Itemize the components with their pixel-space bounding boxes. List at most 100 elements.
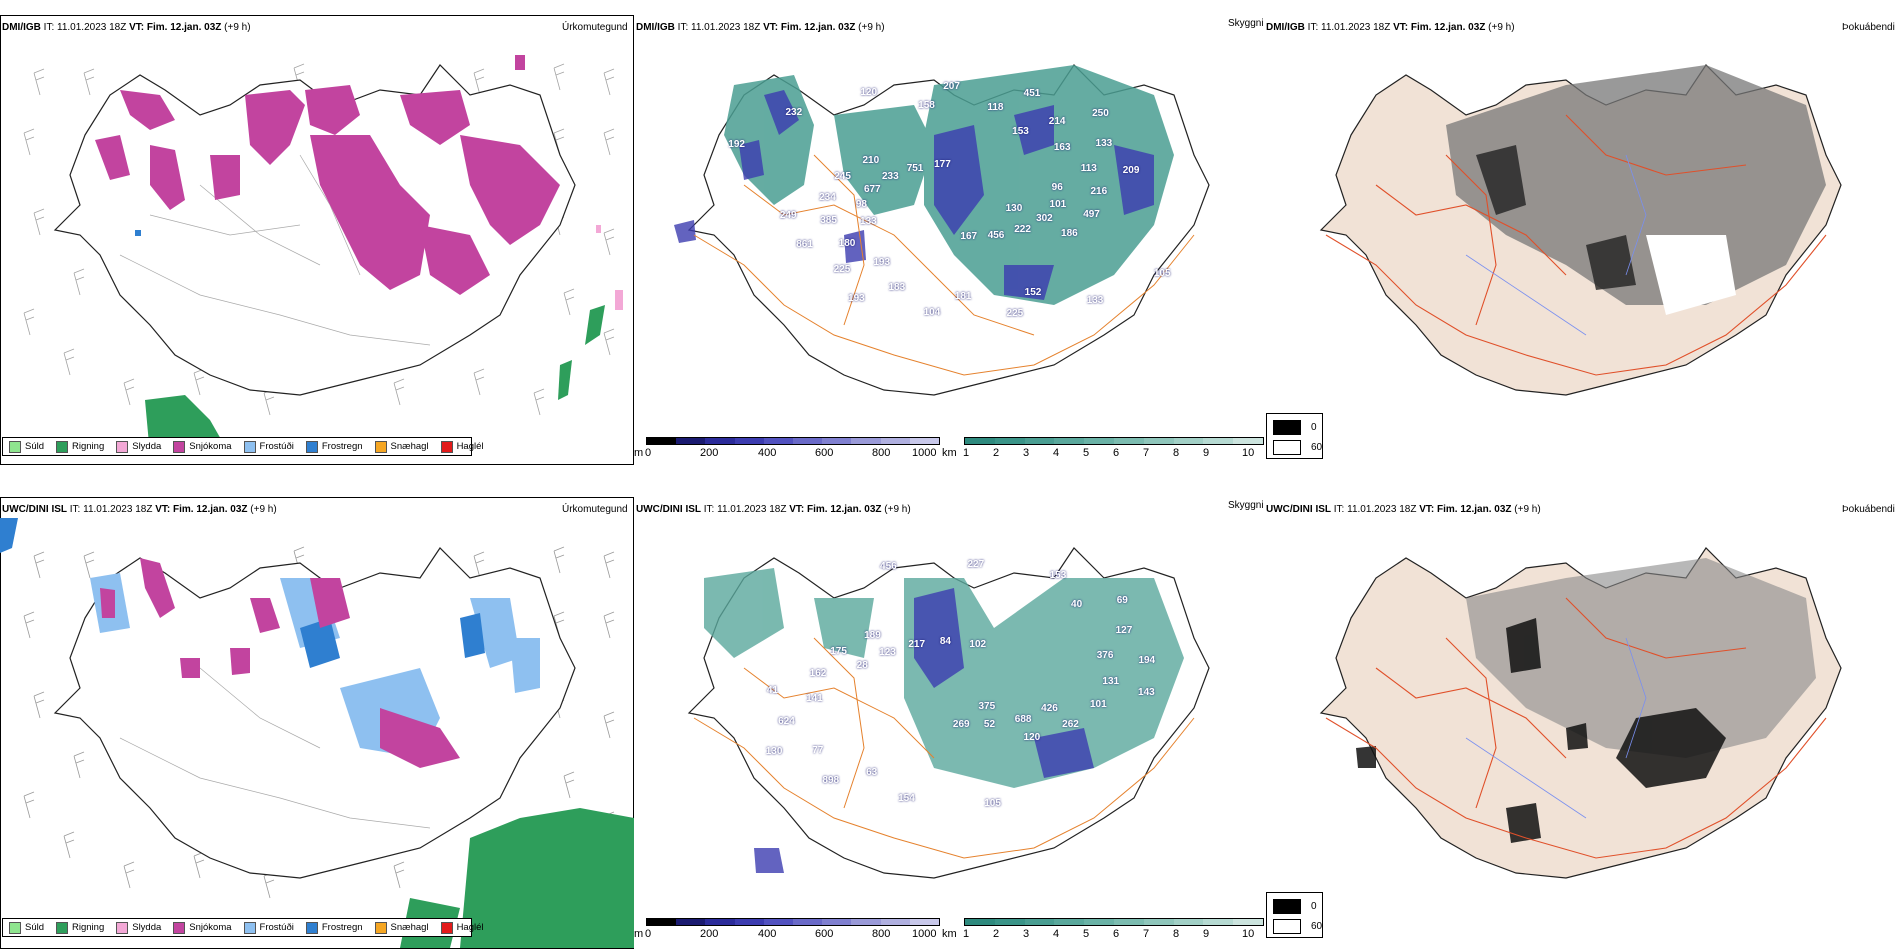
legend-swatch-freezing-drizzle bbox=[243, 440, 256, 453]
legend-swatch-sleet bbox=[116, 921, 129, 934]
visibility-tick: 9 bbox=[1203, 928, 1210, 940]
legend-swatch-drizzle bbox=[9, 440, 21, 453]
visibility-tick: 2 bbox=[993, 447, 1000, 459]
ceiling-label: 158 bbox=[918, 99, 935, 111]
ceiling-tick: 0 bbox=[645, 928, 652, 940]
legend-swatch-freezing-drizzle bbox=[243, 921, 256, 934]
ceiling-colorbar-bottom: m 0 200 400 600 800 1000 bbox=[634, 918, 940, 944]
ceiling-labels-bottom: 375 28 376 63 456 426 141 40 105 123 131 77 227 688 16… bbox=[634, 518, 1264, 928]
ceiling-label: 52 bbox=[983, 719, 996, 731]
ceiling-label: 183 bbox=[888, 282, 906, 294]
ceiling-label: 163 bbox=[1053, 142, 1071, 154]
ceiling-label: 375 bbox=[978, 701, 996, 713]
ceiling-label: 131 bbox=[1102, 675, 1120, 687]
ceiling-label: 175 bbox=[830, 646, 847, 658]
ceiling-tick: 800 bbox=[872, 447, 891, 459]
ceiling-label: 210 bbox=[862, 154, 880, 166]
ceiling-label: 456 bbox=[987, 229, 1005, 241]
legend-item: Frostúði bbox=[243, 440, 294, 453]
panel-title-dmi-precip: DMI/IGB IT: 11.01.2023 18Z VT: Fim. 12.j… bbox=[2, 22, 251, 33]
ceiling-label: 133 bbox=[860, 216, 877, 228]
ceiling-label: 152 bbox=[1024, 287, 1042, 299]
ceiling-label: 177 bbox=[934, 159, 951, 171]
ceiling-label: 385 bbox=[820, 215, 837, 227]
ceiling-label: 143 bbox=[1138, 686, 1155, 698]
visibility-map-dmi bbox=[674, 64, 1210, 396]
ceiling-label: 127 bbox=[1115, 624, 1133, 636]
ceiling-label: 209 bbox=[1122, 165, 1140, 177]
panel-type-label: Þokuábendi bbox=[1842, 22, 1895, 33]
ceiling-label: 40 bbox=[1071, 599, 1083, 611]
ceiling-label: 181 bbox=[954, 290, 972, 302]
visibility-tick: 5 bbox=[1083, 447, 1090, 459]
ceiling-label: 133 bbox=[1086, 294, 1104, 306]
ceiling-label: 98 bbox=[855, 199, 867, 211]
panel-type-label: Þokuábendi bbox=[1842, 504, 1895, 515]
ceiling-label: 456 bbox=[880, 561, 897, 573]
visibility-tick: 4 bbox=[1053, 928, 1060, 940]
panel-title-uwc-fog: UWC/DINI ISL IT: 11.01.2023 18Z VT: Fim.… bbox=[1266, 504, 1541, 515]
panel-title-dmi-visibility: DMI/IGB IT: 11.01.2023 18Z VT: Fim. 12.j… bbox=[636, 22, 885, 33]
fog-map-uwc bbox=[1319, 547, 1842, 879]
ceiling-label: 227 bbox=[967, 558, 985, 570]
legend-item: Haglél bbox=[440, 921, 484, 934]
visibility-unit: km bbox=[942, 928, 957, 940]
ceiling-label: 189 bbox=[864, 629, 881, 641]
ceiling-label: 96 bbox=[1051, 182, 1063, 194]
ceiling-strip bbox=[646, 918, 940, 926]
ceiling-label: 688 bbox=[1014, 713, 1032, 725]
fog-key-bottom: 0 60 bbox=[1266, 892, 1323, 938]
legend-swatch-drizzle bbox=[9, 921, 21, 934]
visibility-tick: 6 bbox=[1113, 447, 1120, 459]
ceiling-label: 302 bbox=[1036, 213, 1053, 225]
ceiling-strip bbox=[646, 437, 940, 445]
legend-item: Rigning bbox=[56, 921, 104, 934]
panel-title-uwc-visibility: UWC/DINI ISL IT: 11.01.2023 18Z VT: Fim.… bbox=[636, 504, 911, 515]
ceiling-label: 120 bbox=[1023, 732, 1041, 744]
ceiling-label: 153 bbox=[1049, 570, 1067, 582]
ceiling-label: 77 bbox=[812, 744, 824, 756]
ceiling-label: 113 bbox=[1080, 162, 1097, 174]
ceiling-label: 130 bbox=[1005, 202, 1023, 214]
ceiling-label: 249 bbox=[779, 209, 797, 221]
legend-item: Snjókoma bbox=[173, 921, 232, 934]
legend-swatch-hail bbox=[440, 921, 453, 934]
ceiling-tick: 200 bbox=[700, 447, 719, 459]
ceiling-label: 193 bbox=[848, 293, 865, 305]
visibility-colorbar-top: km 1 2 3 4 5 6 7 8 9 10 bbox=[942, 437, 1266, 463]
ceiling-label: 222 bbox=[1014, 223, 1031, 235]
visibility-tick: 1 bbox=[963, 928, 970, 940]
ceiling-label: 898 bbox=[822, 774, 840, 786]
ceiling-label: 186 bbox=[1061, 227, 1078, 239]
panel-type-label: Úrkomutegund bbox=[562, 504, 628, 515]
visibility-tick: 8 bbox=[1173, 928, 1180, 940]
ceiling-label: 376 bbox=[1096, 650, 1114, 662]
ceiling-label: 41 bbox=[766, 684, 778, 696]
ceiling-label: 63 bbox=[866, 766, 878, 778]
ceiling-label: 118 bbox=[987, 102, 1004, 114]
ceiling-label: 262 bbox=[1062, 719, 1079, 731]
precip-legend: Súld Rigning Slydda Snjókoma Frostúði Fr… bbox=[2, 437, 484, 456]
legend-swatch-freezing-rain bbox=[305, 440, 318, 453]
ceiling-tick: 0 bbox=[645, 447, 652, 459]
ceiling-label: 250 bbox=[1092, 108, 1109, 120]
legend-item: Snjókoma bbox=[173, 440, 232, 453]
precip-map-dmi bbox=[23, 55, 623, 455]
ceiling-label: 167 bbox=[960, 230, 978, 242]
legend-item: Súld bbox=[9, 440, 44, 453]
legend-swatch-sleet bbox=[116, 440, 129, 453]
visibility-tick: 3 bbox=[1023, 447, 1030, 459]
visibility-unit: km bbox=[942, 447, 957, 459]
ceiling-label: 751 bbox=[906, 162, 924, 174]
visibility-tick: 10 bbox=[1242, 928, 1255, 940]
ceiling-label: 133 bbox=[1095, 137, 1113, 149]
legend-item: Slydda bbox=[116, 440, 161, 453]
ceiling-tick: 200 bbox=[700, 928, 719, 940]
precip-map-uwc bbox=[0, 518, 634, 948]
legend-swatch-rain bbox=[56, 921, 69, 934]
ceiling-colorbar-top: m 0 200 400 600 800 1000 bbox=[634, 437, 940, 463]
ceiling-label: 234 bbox=[819, 192, 836, 204]
ceiling-tick: 1000 bbox=[912, 447, 937, 459]
visibility-tick: 2 bbox=[993, 928, 1000, 940]
legend-item: Snæhagl bbox=[374, 921, 429, 934]
